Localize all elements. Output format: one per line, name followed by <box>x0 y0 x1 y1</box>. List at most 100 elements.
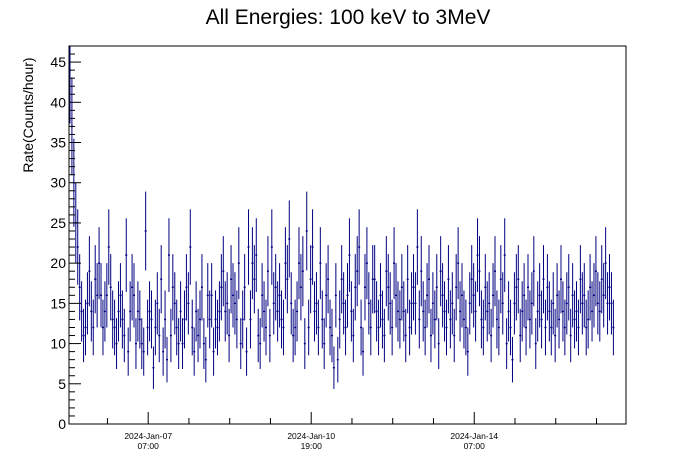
data-point <box>224 281 227 342</box>
data-point <box>515 254 518 321</box>
data-point <box>565 272 568 335</box>
data-point <box>610 272 613 335</box>
data-point <box>189 209 192 285</box>
data-point <box>105 263 108 328</box>
data-point <box>513 272 516 335</box>
data-point <box>309 245 312 314</box>
x-tick-label-time: 19:00 <box>301 441 323 451</box>
x-tick-label-date: 2024-Jan-07 <box>124 431 172 441</box>
data-point <box>261 263 264 328</box>
data-point <box>360 299 363 356</box>
data-point <box>255 218 258 292</box>
data-point <box>517 245 520 314</box>
data-point <box>608 254 611 321</box>
data-point <box>199 290 202 349</box>
data-point <box>107 209 110 285</box>
data-point <box>202 318 205 370</box>
y-tick-label: 0 <box>58 416 66 432</box>
data-point <box>563 299 566 356</box>
data-point <box>98 227 101 300</box>
data-point <box>127 327 130 376</box>
data-point <box>495 290 498 349</box>
data-point <box>571 263 574 328</box>
data-point <box>486 281 489 342</box>
data-point <box>612 299 615 356</box>
data-point <box>532 236 535 307</box>
data-point <box>164 290 167 349</box>
data-point <box>175 299 178 356</box>
data-point <box>294 299 297 356</box>
data-point <box>134 318 137 370</box>
axes <box>68 45 627 425</box>
data-point <box>410 272 413 335</box>
data-point <box>569 308 572 363</box>
data-point <box>519 308 522 363</box>
data-point <box>338 290 341 349</box>
data-point <box>288 200 291 278</box>
data-point <box>230 245 233 314</box>
data-point <box>239 318 242 370</box>
data-point <box>274 254 277 321</box>
data-point <box>286 245 289 314</box>
data-point <box>142 327 145 376</box>
data-point <box>336 336 339 383</box>
data-point <box>398 290 401 349</box>
data-point <box>103 281 106 342</box>
data-point <box>429 308 432 363</box>
data-point <box>538 263 541 328</box>
data-point <box>84 299 87 356</box>
data-point <box>431 272 434 335</box>
data-point <box>589 254 592 321</box>
data-point <box>509 299 512 356</box>
data-point <box>540 290 543 349</box>
data-point <box>426 263 429 328</box>
data-point <box>387 254 390 321</box>
data-point <box>290 272 293 335</box>
data-point <box>490 308 493 363</box>
data-point <box>129 281 132 342</box>
data-point <box>418 290 421 349</box>
data-point <box>466 327 469 376</box>
data-point <box>276 281 279 342</box>
data-point <box>591 281 594 342</box>
data-point <box>346 263 349 328</box>
data-point <box>369 299 372 356</box>
data-point <box>447 245 450 314</box>
data-point <box>567 254 570 321</box>
data-point <box>80 281 83 342</box>
data-point <box>144 191 147 271</box>
data-point <box>311 209 314 285</box>
data-point <box>204 336 207 383</box>
data-point <box>119 263 122 328</box>
data-point <box>354 254 357 321</box>
data-point <box>266 236 269 307</box>
data-point <box>158 308 161 363</box>
data-point <box>177 318 180 370</box>
data-point <box>596 272 599 335</box>
data-point <box>350 281 353 342</box>
data-point <box>136 281 139 342</box>
data-point <box>109 254 112 321</box>
data-point <box>162 327 165 376</box>
chart-title: All Energies: 100 keV to 3MeV <box>206 6 491 29</box>
data-point <box>330 308 333 363</box>
data-point <box>428 245 431 314</box>
data-point <box>183 290 186 349</box>
data-point <box>526 254 529 321</box>
data-point <box>115 318 118 370</box>
data-point <box>292 308 295 363</box>
y-tick-label: 30 <box>50 175 66 191</box>
data-point <box>307 299 310 356</box>
data-point <box>140 318 143 370</box>
data-point <box>371 245 374 314</box>
data-point <box>193 327 196 376</box>
data-point <box>352 308 355 363</box>
data-point <box>536 281 539 342</box>
data-point <box>449 290 452 349</box>
data-point <box>231 263 234 328</box>
data-point <box>315 272 318 335</box>
data-point <box>493 236 496 307</box>
data-point <box>100 263 103 328</box>
data-point <box>268 308 271 363</box>
data-point <box>583 263 586 328</box>
